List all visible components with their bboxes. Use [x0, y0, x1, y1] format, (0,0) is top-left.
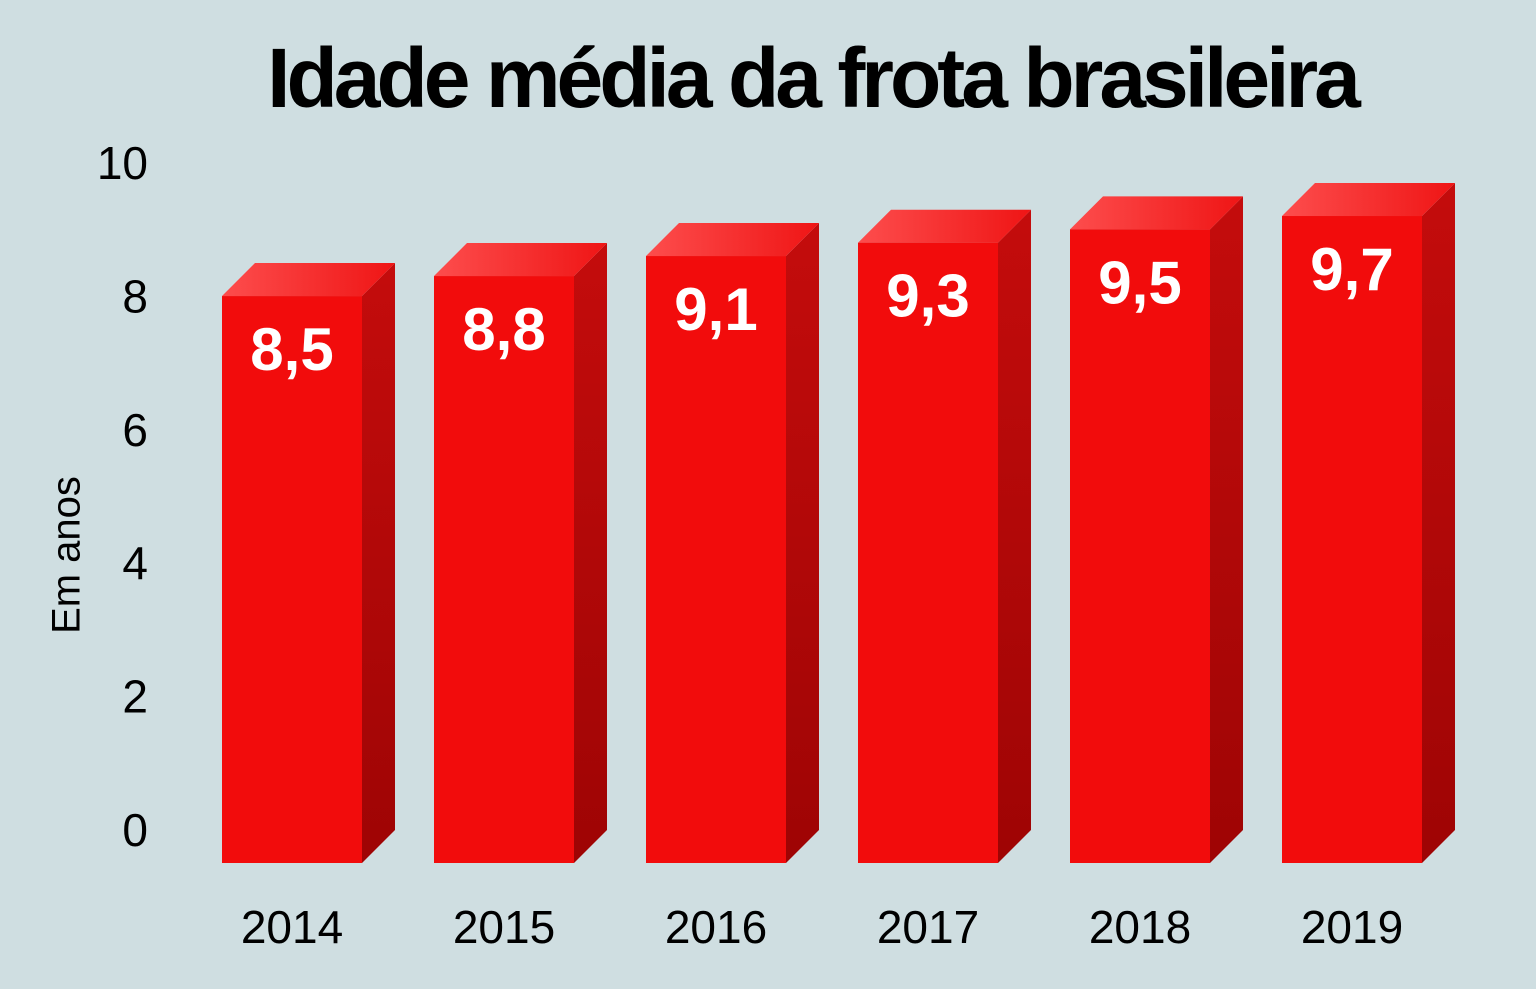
bar-front-face-2018: [1070, 229, 1210, 864]
bar-side-face-2018: [1210, 196, 1243, 864]
y-axis-tick-6: 6: [122, 404, 148, 456]
bar-top-face-2015: [434, 243, 607, 277]
x-axis-label-2014: 2014: [241, 901, 343, 953]
x-axis-label-2017: 2017: [877, 901, 979, 953]
bar-front-face-2017: [858, 242, 998, 863]
x-axis-label-2018: 2018: [1089, 901, 1191, 953]
bar-value-label-2019: 9,7: [1310, 236, 1393, 303]
bar-top-face-2019: [1282, 183, 1455, 217]
y-axis-tick-2: 2: [122, 671, 148, 723]
x-axis-label-2016: 2016: [665, 901, 767, 953]
bar-front-face-2016: [646, 256, 786, 863]
y-axis-tick-0: 0: [122, 804, 148, 856]
bar-top-face-2017: [858, 209, 1031, 243]
bar-front-face-2019: [1282, 216, 1422, 863]
bar-top-face-2016: [646, 223, 819, 257]
chart-title: Idade média da frota brasileira: [267, 31, 1361, 125]
bar-top-face-2014: [222, 263, 395, 297]
bar-side-face-2017: [998, 209, 1031, 863]
y-axis-tick-8: 8: [122, 270, 148, 322]
bar-front-face-2014: [222, 296, 362, 863]
bar-side-face-2019: [1422, 183, 1455, 863]
bar-value-label-2014: 8,5: [250, 316, 333, 383]
x-axis-label-2019: 2019: [1301, 901, 1403, 953]
x-axis-label-2015: 2015: [453, 901, 555, 953]
bar-side-face-2015: [574, 243, 607, 864]
y-axis-tick-10: 10: [97, 137, 148, 189]
y-axis-tick-4: 4: [122, 537, 148, 589]
bar-value-label-2017: 9,3: [886, 263, 969, 330]
bar-front-face-2015: [434, 276, 574, 863]
bar-value-label-2018: 9,5: [1098, 249, 1181, 316]
bar-side-face-2016: [786, 223, 819, 863]
bar-value-label-2015: 8,8: [462, 296, 545, 363]
bar-value-label-2016: 9,1: [674, 276, 757, 343]
bar-side-face-2014: [362, 263, 395, 863]
bar-top-face-2018: [1070, 196, 1243, 230]
